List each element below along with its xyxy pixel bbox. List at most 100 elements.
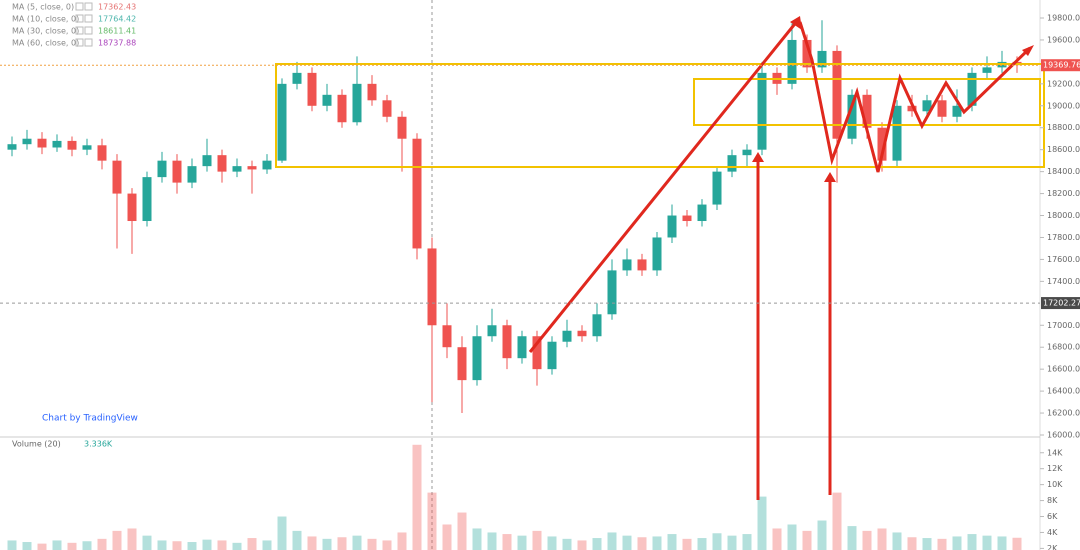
candle-body bbox=[502, 325, 512, 359]
volume-bar bbox=[757, 496, 767, 550]
volume-bar bbox=[157, 540, 167, 550]
volume-bar bbox=[532, 530, 542, 550]
volume-tick-label: 10K bbox=[1047, 480, 1063, 489]
candle bbox=[352, 56, 362, 126]
watermark: Chart by TradingView bbox=[42, 414, 138, 424]
candle-body bbox=[637, 259, 647, 271]
candle bbox=[952, 89, 962, 123]
candle bbox=[322, 83, 332, 112]
crosshair-label: 17202.27 bbox=[1043, 299, 1080, 308]
candle bbox=[202, 138, 212, 172]
volume-bar bbox=[862, 530, 872, 550]
candle-body bbox=[577, 330, 587, 337]
candle bbox=[922, 94, 932, 117]
y-tick-label: 17600.00 bbox=[1047, 255, 1080, 264]
candle bbox=[337, 89, 347, 128]
volume-bar bbox=[727, 535, 737, 550]
y-tick-label: 16000.00 bbox=[1047, 431, 1080, 440]
y-tick-label: 16600.00 bbox=[1047, 365, 1080, 374]
candle bbox=[772, 67, 782, 95]
candle bbox=[52, 134, 62, 152]
candle-body bbox=[622, 259, 632, 271]
volume-bar bbox=[502, 534, 512, 550]
candle-body bbox=[67, 140, 77, 150]
volume-bar bbox=[742, 534, 752, 550]
y-tick-label: 19800.00 bbox=[1047, 14, 1080, 23]
y-tick-label: 16200.00 bbox=[1047, 409, 1080, 418]
volume-bar bbox=[1012, 537, 1022, 550]
candle-body bbox=[472, 336, 482, 381]
volume-bar bbox=[802, 530, 812, 550]
candle bbox=[652, 231, 662, 276]
candle-body bbox=[217, 155, 227, 172]
candle bbox=[382, 94, 392, 123]
candle-body bbox=[307, 72, 317, 106]
candle-body bbox=[247, 166, 257, 170]
volume-bar bbox=[592, 538, 602, 550]
candle-body bbox=[427, 248, 437, 326]
candle bbox=[397, 111, 407, 172]
candle-body bbox=[532, 336, 542, 370]
candle bbox=[7, 136, 17, 157]
volume-bar bbox=[352, 535, 362, 550]
candle bbox=[682, 210, 692, 227]
candle bbox=[367, 75, 377, 106]
candle-body bbox=[892, 105, 902, 161]
candle bbox=[217, 149, 227, 183]
candle-body bbox=[907, 105, 917, 112]
volume-bar bbox=[712, 533, 722, 550]
arrow-head bbox=[790, 16, 802, 30]
candle bbox=[187, 158, 197, 189]
volume-bar bbox=[367, 538, 377, 550]
candle bbox=[457, 336, 467, 414]
y-tick-label: 17000.00 bbox=[1047, 321, 1080, 330]
volume-bar bbox=[652, 536, 662, 550]
legend-button bbox=[75, 26, 84, 35]
volume-bar bbox=[787, 524, 797, 550]
volume-tick-label: 4K bbox=[1047, 528, 1058, 537]
candle bbox=[997, 50, 1007, 73]
candle-body bbox=[142, 177, 152, 222]
volume-bar bbox=[577, 540, 587, 550]
candle bbox=[82, 138, 92, 156]
volume-tick-label: 8K bbox=[1047, 496, 1058, 505]
candle-body bbox=[847, 94, 857, 139]
volume-tick-label: 14K bbox=[1047, 448, 1063, 457]
volume-bar bbox=[337, 537, 347, 550]
candle bbox=[232, 158, 242, 178]
candle-body bbox=[877, 127, 887, 161]
candle-body bbox=[802, 39, 812, 68]
candle bbox=[727, 149, 737, 178]
arrow-head bbox=[752, 152, 764, 162]
candle-body bbox=[607, 270, 617, 315]
candle bbox=[577, 325, 587, 342]
candle-body bbox=[37, 138, 47, 148]
legend-button bbox=[84, 2, 93, 11]
candle-body bbox=[382, 100, 392, 117]
volume-bar bbox=[472, 528, 482, 550]
candle bbox=[892, 100, 902, 167]
candle bbox=[592, 303, 602, 342]
volume-bar bbox=[67, 542, 77, 550]
legend-value: 18737.88 bbox=[98, 39, 136, 48]
candle bbox=[712, 166, 722, 211]
volume-bar bbox=[697, 538, 707, 550]
candle-body bbox=[547, 341, 557, 370]
y-tick-label: 19600.00 bbox=[1047, 35, 1080, 44]
volume-bar bbox=[442, 524, 452, 550]
crosshair-tag bbox=[1041, 297, 1080, 310]
legend-name: MA (5, close, 0) bbox=[12, 3, 74, 12]
volume-bar bbox=[907, 537, 917, 550]
candle-body bbox=[367, 83, 377, 101]
candle-body bbox=[337, 94, 347, 123]
volume-bar bbox=[307, 536, 317, 550]
candle bbox=[742, 144, 752, 167]
candle-body bbox=[982, 67, 992, 73]
volume-bar bbox=[847, 526, 857, 550]
volume-bar bbox=[877, 528, 887, 550]
volume-bar bbox=[397, 532, 407, 550]
candle bbox=[307, 67, 317, 112]
candle-body bbox=[157, 160, 167, 178]
candle-body bbox=[82, 145, 92, 150]
candle-body bbox=[727, 155, 737, 172]
